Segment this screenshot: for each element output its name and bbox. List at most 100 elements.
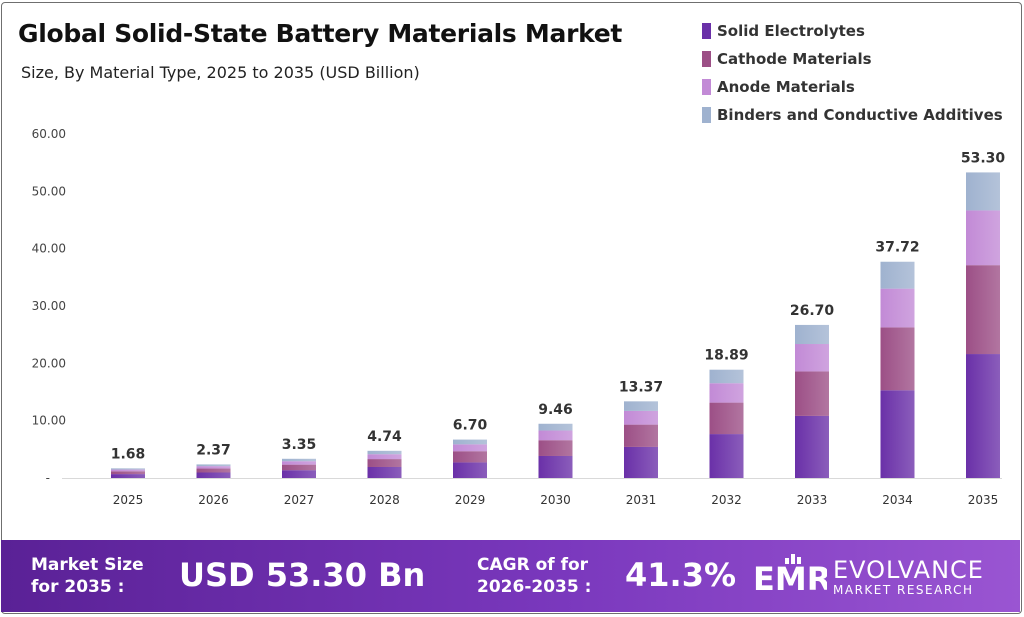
bar-segment-cathode-materials [111, 471, 145, 475]
bar-total-label: 26.70 [790, 303, 835, 319]
stacked-bar-chart: - 10.00 20.00 30.00 40.00 50.00 60.00 1.68 2025 2… [32, 127, 1006, 507]
bar-segment-solid-electrolytes [880, 390, 915, 478]
bar-segment-anode-materials [880, 288, 915, 328]
summary-footer: Market Size for 2035 : USD 53.30 Bn CAGR… [1, 540, 1020, 612]
bar-segment-binders-and-conductive-additives [624, 401, 658, 411]
legend-label: Cathode Materials [717, 50, 872, 68]
legend-item-solid-electrolytes: Solid Electrolytes [702, 17, 1003, 45]
legend-swatch [702, 51, 711, 67]
x-tick-label: 2031 [626, 493, 657, 507]
chart-subtitle: Size, By Material Type, 2025 to 2035 (US… [21, 63, 420, 82]
x-tick-label: 2027 [284, 493, 315, 507]
x-tick-label: 2032 [711, 493, 742, 507]
brand-name: EVOLVANCE [833, 556, 984, 584]
bar-segment-solid-electrolytes [795, 415, 829, 478]
bar-total-label: 9.46 [538, 402, 573, 418]
bar-segment-cathode-materials [196, 468, 231, 473]
x-tick-label: 2026 [198, 493, 229, 507]
bar-segment-binders-and-conductive-additives [367, 450, 402, 455]
bar-segment-anode-materials [966, 210, 1000, 266]
bar-segment-solid-electrolytes [196, 472, 231, 478]
bar-segment-cathode-materials [282, 464, 316, 471]
bar-segment-binders-and-conductive-additives [795, 324, 829, 345]
bar-total-label: 37.72 [875, 240, 919, 256]
bar-segment-binders-and-conductive-additives [111, 468, 145, 470]
bar-segment-solid-electrolytes [282, 470, 316, 478]
bar-segment-cathode-materials [367, 459, 402, 467]
bar-segment-binders-and-conductive-additives [880, 261, 915, 289]
evolvance-logo: EMR EVOLVANCE MARKET RESEARCH [753, 552, 1003, 602]
legend-label: Solid Electrolytes [717, 22, 865, 40]
y-tick-label: 60.00 [32, 127, 66, 141]
bar-segment-anode-materials [709, 383, 744, 403]
bar-segment-anode-materials [624, 410, 658, 425]
market-size-label: Market Size for 2035 : [31, 555, 144, 597]
cagr-value: 41.3% [625, 556, 737, 594]
bar-segment-anode-materials [367, 454, 402, 460]
y-tick-label: 50.00 [32, 184, 66, 198]
x-tick-label: 2035 [968, 493, 999, 507]
bar-segment-binders-and-conductive-additives [966, 172, 1000, 211]
bar-total-label: 6.70 [453, 418, 488, 434]
bar-segment-binders-and-conductive-additives [282, 458, 316, 462]
bar-total-label: 3.35 [282, 437, 317, 453]
y-tick-label: 20.00 [32, 356, 66, 370]
bar-segment-solid-electrolytes [709, 434, 744, 478]
bar-segment-anode-materials [111, 469, 145, 472]
bar-total-label: 53.30 [961, 150, 1006, 166]
brand-tagline: MARKET RESEARCH [833, 583, 974, 597]
bar-segment-cathode-materials [709, 402, 744, 435]
x-tick-label: 2030 [540, 493, 571, 507]
bar-total-label: 18.89 [704, 348, 748, 364]
market-size-value: USD 53.30 Bn [179, 556, 426, 594]
bar-segment-solid-electrolytes [367, 466, 402, 478]
bar-segment-anode-materials [196, 466, 231, 469]
x-tick-label: 2029 [455, 493, 486, 507]
y-tick-label: 40.00 [32, 242, 66, 256]
bar-segment-cathode-materials [880, 327, 915, 391]
legend-item-binders-additives: Binders and Conductive Additives [702, 101, 1003, 129]
bar-segment-solid-electrolytes [453, 462, 487, 478]
bar-total-label: 4.74 [367, 429, 402, 445]
bar-segment-solid-electrolytes [624, 446, 658, 478]
y-tick-label: - [46, 471, 50, 485]
bar-segment-cathode-materials [624, 424, 658, 447]
chart-title: Global Solid-State Battery Materials Mar… [18, 19, 623, 48]
legend-item-cathode-materials: Cathode Materials [702, 45, 1003, 73]
x-tick-label: 2028 [369, 493, 400, 507]
bar-segment-binders-and-conductive-additives [453, 439, 487, 445]
y-tick-label: 10.00 [32, 414, 66, 428]
logo-mark-text: EMR [753, 560, 827, 598]
legend-swatch [702, 107, 711, 123]
bar-total-label: 13.37 [619, 379, 663, 395]
legend: Solid Electrolytes Cathode Materials Ano… [702, 17, 1003, 129]
x-tick-label: 2033 [797, 493, 828, 507]
bar-segment-anode-materials [282, 461, 316, 465]
bar-segment-anode-materials [795, 344, 829, 372]
bar-segment-binders-and-conductive-additives [709, 369, 744, 384]
legend-label: Binders and Conductive Additives [717, 106, 1003, 124]
bar-segment-solid-electrolytes [111, 474, 145, 478]
bar-segment-binders-and-conductive-additives [196, 464, 231, 467]
bar-segment-binders-and-conductive-additives [538, 423, 573, 431]
cagr-label: CAGR of for 2026-2035 : [477, 555, 592, 597]
bar-segment-cathode-materials [966, 265, 1000, 355]
bar-segment-anode-materials [538, 430, 573, 441]
legend-item-anode-materials: Anode Materials [702, 73, 1003, 101]
bar-segment-cathode-materials [538, 440, 573, 456]
bar-total-label: 1.68 [111, 446, 146, 462]
legend-swatch [702, 23, 711, 39]
legend-swatch [702, 79, 711, 95]
emr-logo-icon: EMR [753, 554, 827, 598]
bar-segment-anode-materials [453, 444, 487, 452]
legend-label: Anode Materials [717, 78, 855, 96]
bar-segment-cathode-materials [453, 451, 487, 463]
y-tick-label: 30.00 [32, 299, 66, 313]
bar-total-label: 2.37 [196, 442, 231, 458]
x-tick-label: 2034 [882, 493, 913, 507]
bar-segment-solid-electrolytes [538, 455, 573, 478]
bar-segment-solid-electrolytes [966, 354, 1000, 478]
x-tick-label: 2025 [113, 493, 144, 507]
bar-segment-cathode-materials [795, 371, 829, 416]
